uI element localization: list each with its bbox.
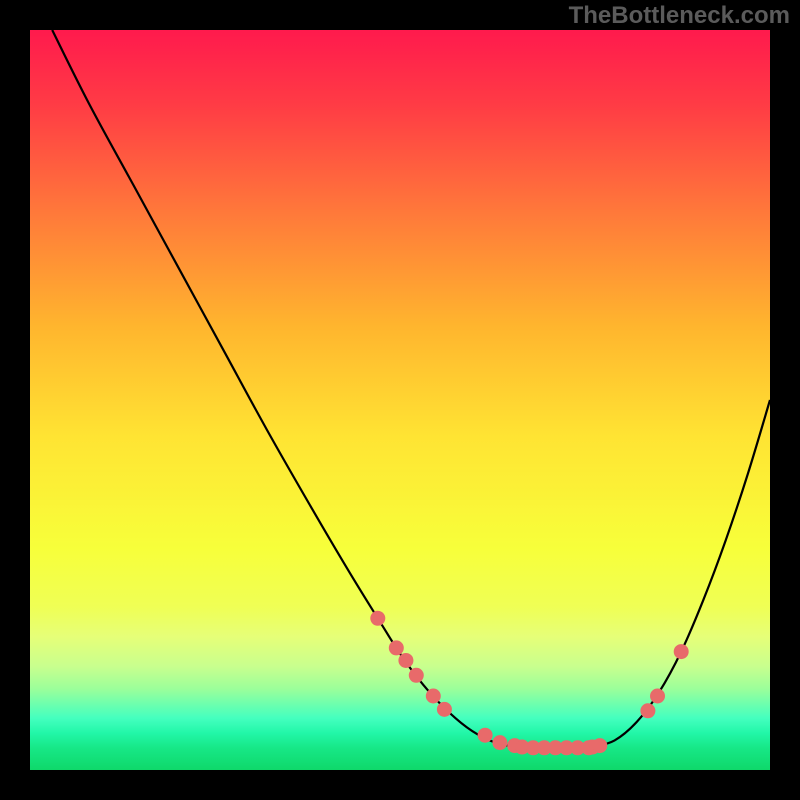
marker-dot (641, 704, 655, 718)
marker-dot (371, 611, 385, 625)
watermark-label: TheBottleneck.com (569, 2, 790, 29)
marker-dot (426, 689, 440, 703)
marker-dot (437, 702, 451, 716)
marker-dot (493, 736, 507, 750)
curve-layer (30, 30, 770, 770)
marker-dot (593, 739, 607, 753)
marker-dot (651, 689, 665, 703)
marker-dot (674, 645, 688, 659)
marker-dot (409, 668, 423, 682)
watermark-text: TheBottleneck.com (569, 2, 790, 30)
plot-area (30, 30, 770, 770)
chart-container: TheBottleneck.com (0, 0, 800, 800)
curve-left (52, 30, 522, 747)
marker-dot (478, 728, 492, 742)
marker-group (371, 611, 688, 755)
marker-dot (399, 653, 413, 667)
marker-dot (389, 641, 403, 655)
curve-right (592, 400, 770, 747)
